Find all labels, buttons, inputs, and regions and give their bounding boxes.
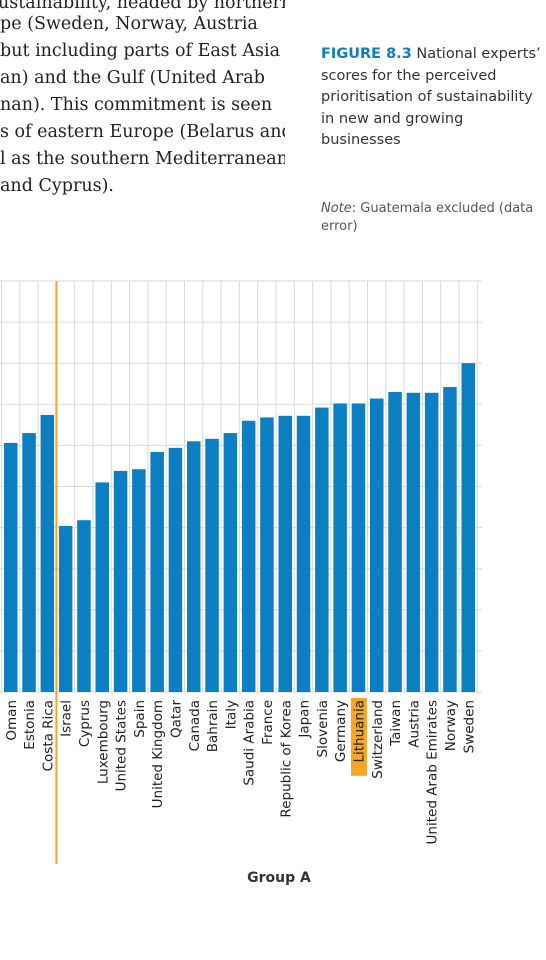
category-label: Luxembourg (95, 700, 111, 784)
figure-note-text: : Guatemala excluded (data error) (321, 201, 534, 234)
chart-tick-labels: Oman Estonia Costa Rica Israel Cyprus Luxembo… (4, 698, 477, 844)
category-label: Cyprus (77, 700, 93, 747)
body-text-line: an) and the Gulf (United Arab (0, 68, 265, 88)
figure-caption: FIGURE 8.3 National experts’ scores for … (321, 44, 541, 152)
bar-cyprus (77, 520, 91, 692)
bar-united-kingdom (150, 451, 164, 692)
chart-bars (4, 363, 475, 692)
figure-label: FIGURE 8.3 (321, 46, 412, 62)
bar-lithuania (351, 403, 366, 692)
body-text-line: pe (Sweden, Norway, Austria (0, 14, 258, 34)
bar-estonia (22, 433, 36, 692)
bar-luxembourg (95, 482, 109, 692)
category-label: United States (114, 700, 130, 791)
figure-title: National experts’ scores for the perceiv… (321, 46, 541, 148)
bar-taiwan (388, 391, 402, 692)
bar-qatar (168, 447, 183, 692)
body-text: ustainability, headed by northern pe (Sw… (0, 0, 285, 200)
body-text-line: but including parts of East Asia (0, 41, 281, 61)
bar-norway (443, 387, 457, 692)
body-text-line: l as the southern Mediterranean (0, 149, 285, 169)
category-label: Canada (187, 700, 203, 751)
group-label: Group A (247, 870, 311, 886)
category-label: Saudi Arabia (242, 700, 258, 786)
bar-israel (58, 525, 73, 692)
body-text-line: nan). This commitment is seen (0, 95, 273, 115)
bar-germany (333, 403, 347, 692)
body-text-line: and Cyprus). (0, 176, 114, 196)
bar-united-states (113, 470, 128, 692)
category-label: Costa Rica (40, 700, 56, 771)
bar-republic-of-korea (278, 415, 292, 692)
bar-slovenia (315, 407, 329, 692)
bar-switzerland (370, 398, 384, 692)
category-label: Republic of Korea (278, 700, 294, 818)
bar-france (260, 417, 274, 692)
figure-note-label: Note (321, 201, 352, 216)
category-label: United Kingdom (150, 700, 166, 808)
category-label: Israel (59, 700, 75, 737)
body-text-line: s of eastern Europe (Belarus and (0, 122, 285, 142)
bar-united-arab-emirates (424, 392, 439, 692)
bar-austria (406, 392, 421, 692)
bar-spain (132, 469, 146, 692)
category-label: Qatar (168, 700, 184, 738)
category-label: Japan (297, 700, 313, 739)
bar-costa-rica (40, 414, 55, 692)
category-label: Sweden (461, 700, 477, 753)
category-label: Switzerland (370, 700, 386, 779)
category-label: Bahrain (205, 700, 221, 752)
category-label: Germany (333, 700, 349, 762)
bar-sweden (461, 363, 475, 692)
bar-japan (296, 415, 311, 692)
category-label: Taiwan (388, 700, 404, 747)
category-label: United Arab Emirates (425, 700, 441, 844)
category-label: Italy (223, 700, 239, 729)
category-label: Austria (406, 700, 422, 748)
body-text-line: ustainability, headed by northern (0, 0, 285, 13)
figure-note: Note: Guatemala excluded (data error) (321, 200, 541, 236)
category-label: France (260, 700, 276, 745)
bar-italy (223, 433, 238, 692)
highlight-label-background (350, 698, 367, 776)
bar-oman (4, 442, 18, 692)
bar-canada (187, 441, 201, 692)
category-label: Spain (132, 700, 148, 738)
category-label: Oman (4, 700, 20, 741)
category-label: Lithuania (351, 700, 367, 763)
category-label: Norway (443, 700, 459, 751)
bar-saudi-arabia (241, 420, 256, 692)
category-label: Estonia (22, 700, 38, 750)
bar-bahrain (205, 438, 219, 692)
category-label: Slovenia (315, 700, 331, 757)
